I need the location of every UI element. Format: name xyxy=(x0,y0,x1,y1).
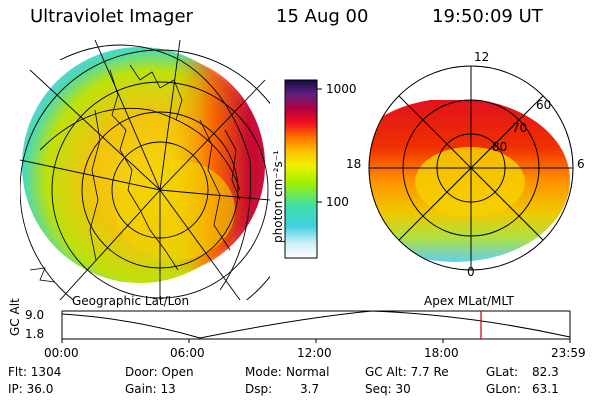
mlat-label-60: 60 xyxy=(536,98,552,112)
orbit-ylabel: GC Alt xyxy=(8,298,22,336)
time-label: 19:50:09 UT xyxy=(432,6,543,27)
orbit-xtick-3: 18:00 xyxy=(424,346,459,360)
status-gcalt: GC Alt: 7.7 Re xyxy=(365,365,449,379)
status-glon-value: 63.1 xyxy=(532,382,559,396)
orbit-xtick-1: 06:00 xyxy=(170,346,205,360)
status-flt: Flt: 1304 xyxy=(8,365,62,379)
orbit-ytick-1-8: 1.8 xyxy=(25,327,45,341)
mlt-label-12: 12 xyxy=(474,50,490,64)
status-glon-label: GLon: xyxy=(486,382,521,396)
status-mode-label: Mode: xyxy=(245,365,282,379)
colorbar-unit-label: photon cm⁻²s⁻¹ xyxy=(271,150,285,243)
orbit-altitude-curve xyxy=(61,310,571,339)
status-door: Door: Open xyxy=(125,365,194,379)
orbit-xtick-4: 23:59 xyxy=(551,346,586,360)
mlt-label-6: 6 xyxy=(577,157,585,171)
colorbar xyxy=(284,79,318,259)
instrument-title: Ultraviolet Imager xyxy=(30,6,193,27)
mlat-grid xyxy=(368,65,574,271)
orbit-xtick-2: 12:00 xyxy=(297,346,332,360)
mlt-label-0: 0 xyxy=(467,265,475,279)
mlt-label-18: 18 xyxy=(346,157,362,171)
orbit-xtick-0: 00:00 xyxy=(44,346,79,360)
status-glat-value: 82.3 xyxy=(532,365,559,379)
colorbar-tick-1000: 1000 xyxy=(326,82,357,96)
magnetic-image xyxy=(368,65,574,271)
status-mode-value: Normal xyxy=(286,365,330,379)
orbit-ytick-9: 9.0 xyxy=(25,308,45,322)
date-label: 15 Aug 00 xyxy=(276,6,369,27)
status-seq: Seq: 30 xyxy=(365,382,411,396)
geographic-grid xyxy=(20,40,270,300)
colorbar-tick-100: 100 xyxy=(326,195,349,209)
status-glat-label: GLat: xyxy=(486,365,519,379)
coastlines xyxy=(29,64,241,283)
geographic-caption: Geographic Lat/Lon xyxy=(72,294,190,308)
status-dsp-label: Dsp: xyxy=(245,382,273,396)
status-ip: IP: 36.0 xyxy=(8,382,54,396)
status-gain: Gain: 13 xyxy=(125,382,176,396)
mlat-label-70: 70 xyxy=(512,121,528,135)
magnetic-caption: Apex MLat/MLT xyxy=(424,294,514,308)
status-dsp-value: 3.7 xyxy=(300,382,320,396)
orbit-plot xyxy=(61,310,571,343)
mlat-label-80: 80 xyxy=(492,140,508,154)
colorbar-ticks xyxy=(317,88,322,203)
